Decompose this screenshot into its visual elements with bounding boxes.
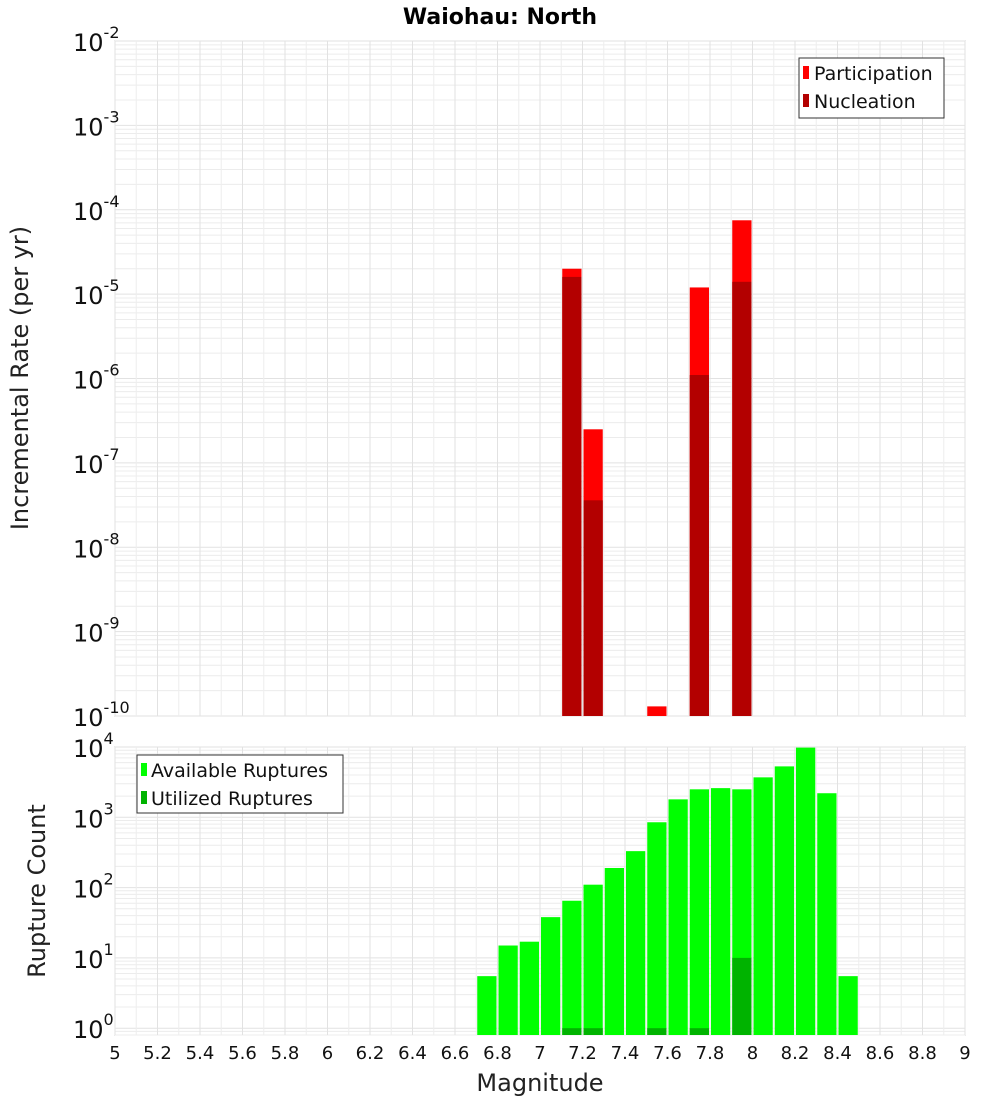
bottom-y-tick-label: 104 xyxy=(73,729,114,763)
bottom-bars xyxy=(477,747,858,1035)
x-tick-label: 5.4 xyxy=(186,1043,215,1064)
x-tick-labels: 5 5.2 5.4 5.6 5.8 6 6.2 6.4 6.6 6.8 7 7.2 7.4 7.6 7.8 8… xyxy=(109,1043,970,1064)
bottom-bar-s1 xyxy=(753,777,773,1035)
x-axis-label: Magnitude xyxy=(476,1069,603,1097)
bottom-bar-s1 xyxy=(477,976,497,1035)
x-tick-label: 5.8 xyxy=(271,1043,300,1064)
bottom-bar-s1 xyxy=(583,884,603,1035)
bottom-bar-s1 xyxy=(647,822,667,1035)
x-tick-label: 8 xyxy=(747,1043,758,1064)
legend-swatch-nucleation xyxy=(803,94,809,107)
bottom-y-tick-labels: 100 101 102 103 104 xyxy=(73,729,114,1044)
top-y-tick-label: 10-10 xyxy=(73,698,130,732)
top-y-tick-label: 10-4 xyxy=(73,192,120,226)
x-tick-label: 7.2 xyxy=(568,1043,597,1064)
bottom-bar-s1 xyxy=(604,867,624,1035)
x-tick-label: 6.4 xyxy=(398,1043,427,1064)
legend-label-participation: Participation xyxy=(814,63,933,85)
bottom-bar-s2 xyxy=(562,1028,582,1035)
bottom-bar-s1 xyxy=(626,851,646,1035)
top-bar-s2 xyxy=(562,276,582,716)
legend-label-nucleation: Nucleation xyxy=(814,91,916,113)
bottom-bar-s2 xyxy=(647,1028,667,1035)
x-tick-label: 8.2 xyxy=(781,1043,810,1064)
x-tick-label: 7 xyxy=(534,1043,545,1064)
bottom-bar-s2 xyxy=(583,1028,603,1035)
top-y-tick-label: 10-5 xyxy=(73,276,120,310)
top-y-tick-label: 10-9 xyxy=(73,614,120,648)
top-bars xyxy=(562,220,752,717)
x-tick-label: 6.6 xyxy=(441,1043,470,1064)
top-y-tick-labels: 10-10 10-9 10-8 10-7 10-6 10-5 10-4 10-3 10-2 xyxy=(73,23,130,732)
x-tick-label: 6 xyxy=(322,1043,333,1064)
top-y-tick-label: 10-6 xyxy=(73,361,120,395)
rupture-count-panel: 100 101 102 103 104 5 5.2 5.4 5.6 5.8 6 6.2 6.4 6.6 6… xyxy=(23,729,971,1097)
bottom-bar-s1 xyxy=(796,747,816,1035)
top-y-axis-label: Incremental Rate (per yr) xyxy=(6,226,34,530)
x-tick-label: 5.6 xyxy=(228,1043,257,1064)
bottom-bar-s1 xyxy=(689,789,709,1035)
bottom-y-tick-label: 101 xyxy=(73,940,114,974)
bottom-y-axis-label: Rupture Count xyxy=(23,804,51,978)
bottom-bar-s1 xyxy=(498,945,518,1035)
x-tick-label: 8.6 xyxy=(866,1043,895,1064)
top-bar-s2 xyxy=(689,375,709,716)
bottom-bar-s1 xyxy=(541,917,561,1035)
x-tick-label: 7.4 xyxy=(611,1043,640,1064)
chart-title: Waiohau: North xyxy=(403,5,597,30)
bottom-legend: Available Ruptures Utilized Ruptures xyxy=(136,754,344,814)
bottom-y-tick-label: 102 xyxy=(73,870,114,904)
x-tick-label: 6.2 xyxy=(356,1043,385,1064)
x-tick-label: 6.8 xyxy=(483,1043,512,1064)
legend-swatch-available xyxy=(141,763,147,776)
bottom-bar-s2 xyxy=(732,957,752,1035)
bottom-bar-s1 xyxy=(668,799,688,1035)
top-bar-s1 xyxy=(647,706,667,716)
legend-swatch-utilized xyxy=(141,791,147,804)
x-tick-label: 8.8 xyxy=(908,1043,937,1064)
top-y-tick-label: 10-7 xyxy=(73,445,120,479)
top-bar-s2 xyxy=(583,500,603,716)
x-tick-label: 5.2 xyxy=(143,1043,172,1064)
top-y-tick-label: 10-2 xyxy=(73,23,120,57)
legend-label-available: Available Ruptures xyxy=(151,760,328,782)
top-gridlines xyxy=(114,40,966,717)
x-tick-label: 8.4 xyxy=(823,1043,852,1064)
bottom-bar-s1 xyxy=(817,793,837,1035)
bottom-y-tick-label: 103 xyxy=(73,799,114,833)
incremental-rate-panel: 10-10 10-9 10-8 10-7 10-6 10-5 10-4 10-3 10-2 In… xyxy=(6,23,966,732)
top-y-tick-label: 10-8 xyxy=(73,529,120,563)
legend-label-utilized: Utilized Ruptures xyxy=(151,788,313,810)
bottom-y-tick-label: 100 xyxy=(73,1010,114,1044)
x-tick-label: 5 xyxy=(109,1043,120,1064)
x-tick-label: 9 xyxy=(959,1043,970,1064)
x-tick-label: 7.8 xyxy=(696,1043,725,1064)
top-bar-s2 xyxy=(732,281,752,716)
bottom-legend-box xyxy=(136,754,344,814)
bottom-bar-s1 xyxy=(711,788,731,1035)
top-legend-box xyxy=(798,57,945,119)
x-tick-label: 7.6 xyxy=(653,1043,682,1064)
top-y-tick-label: 10-3 xyxy=(73,107,120,141)
bottom-bar-s1 xyxy=(562,900,582,1035)
bottom-bar-s1 xyxy=(519,941,539,1035)
bottom-bar-s1 xyxy=(838,976,858,1035)
top-legend: Participation Nucleation xyxy=(798,57,945,119)
bottom-bar-s2 xyxy=(689,1028,709,1035)
bottom-bar-s1 xyxy=(774,766,794,1035)
legend-swatch-participation xyxy=(803,66,809,79)
